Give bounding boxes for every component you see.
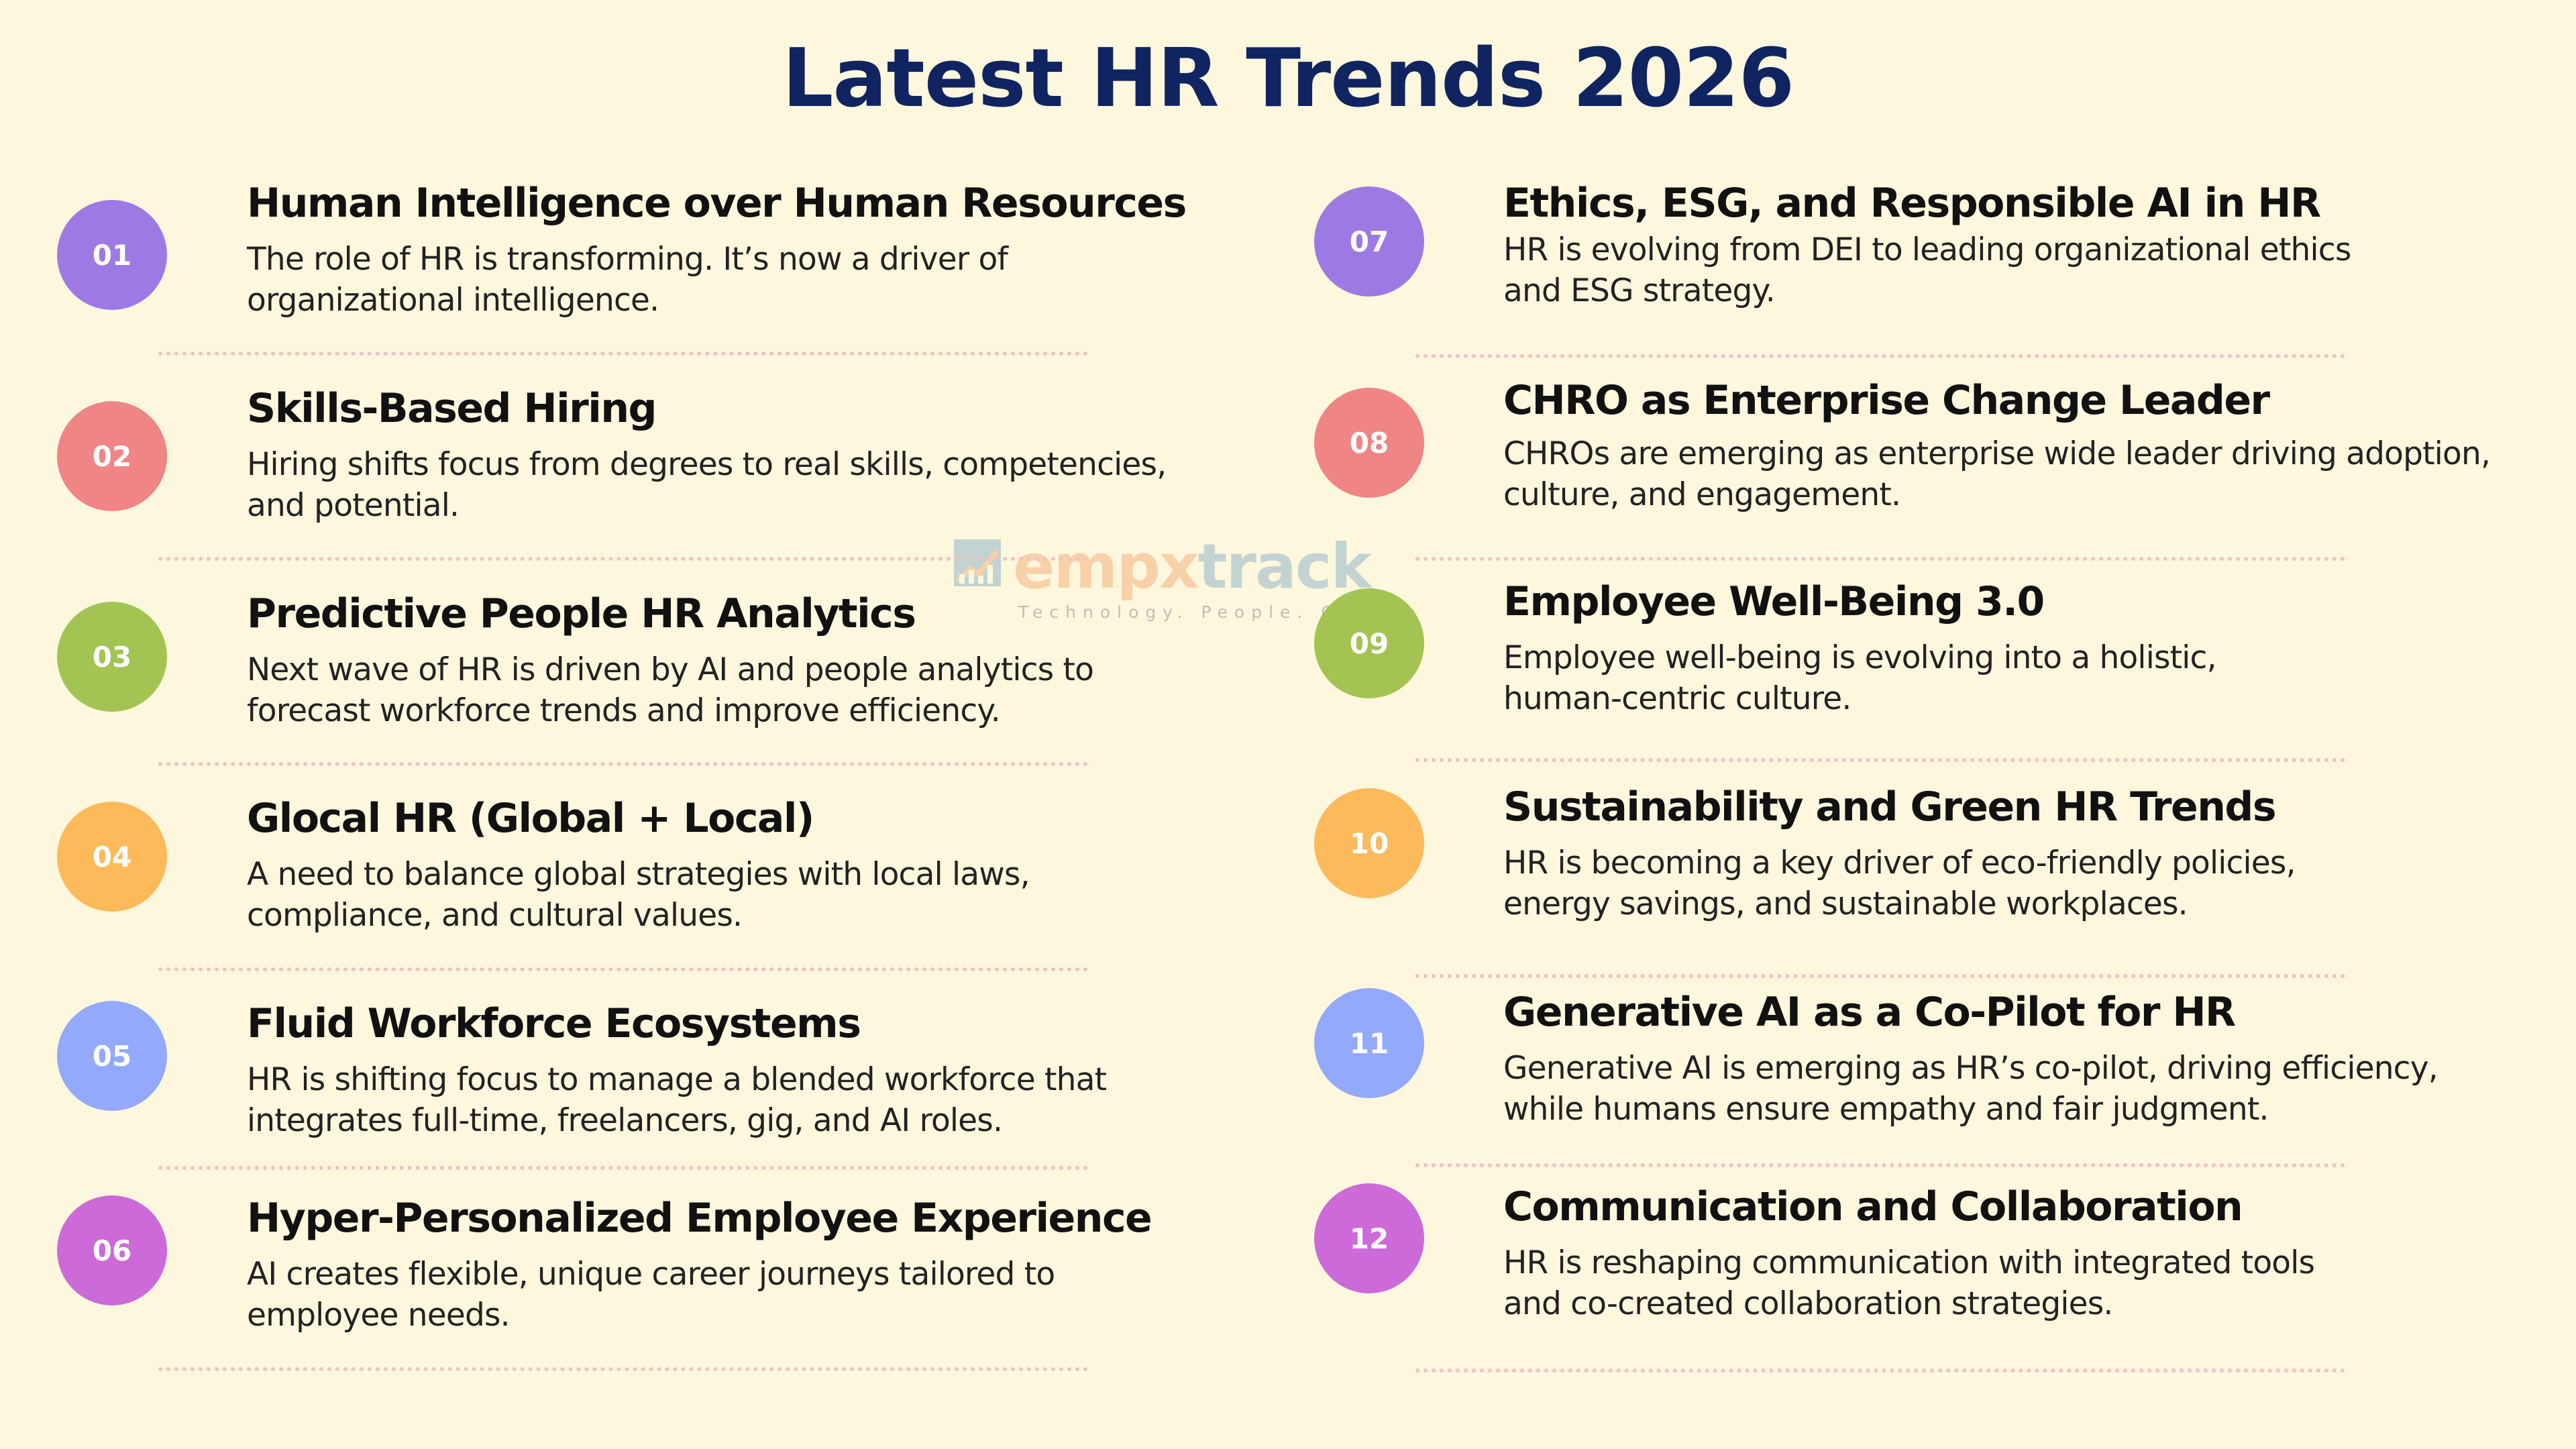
trend-heading: Hyper-Personalized Employee Experience bbox=[247, 1195, 1152, 1242]
divider bbox=[158, 557, 1088, 561]
divider bbox=[1415, 1163, 2345, 1167]
trend-description: Employee well-being is evolving into a h… bbox=[1503, 639, 2217, 717]
divider bbox=[1415, 758, 2345, 762]
divider bbox=[158, 762, 1088, 766]
trend-description: CHROs are emerging as enterprise wide le… bbox=[1503, 435, 2491, 513]
trend-description: HR is shifting focus to manage a blended… bbox=[247, 1061, 1107, 1139]
trend-description: HR is reshaping communication with integ… bbox=[1503, 1244, 2315, 1322]
trend-description: HR is becoming a key driver of eco-frien… bbox=[1503, 845, 2296, 922]
trend-number-badge: 10 bbox=[1314, 788, 1424, 898]
trend-heading: CHRO as Enterprise Change Leader bbox=[1503, 377, 2270, 424]
divider bbox=[158, 352, 1088, 356]
trend-number-badge: 02 bbox=[57, 401, 167, 511]
divider bbox=[1415, 354, 2345, 358]
trend-description: Generative AI is emerging as HR’s co-pil… bbox=[1503, 1050, 2438, 1128]
trend-number-badge: 04 bbox=[57, 802, 167, 912]
divider bbox=[1415, 1368, 2345, 1373]
empxtrack-watermark: empxtrack Technology. People. Growth bbox=[951, 530, 1415, 631]
trend-number-badge: 12 bbox=[1314, 1183, 1424, 1293]
trend-description: Hiring shifts focus from degrees to real… bbox=[247, 446, 1167, 524]
trend-heading: Employee Well-Being 3.0 bbox=[1503, 578, 2045, 625]
trend-heading: Ethics, ESG, and Responsible AI in HR bbox=[1503, 180, 2321, 227]
trend-number-badge: 03 bbox=[57, 602, 167, 712]
trend-number-badge: 05 bbox=[57, 1001, 167, 1111]
page-title: Latest HR Trends 2026 bbox=[782, 32, 1794, 125]
divider bbox=[158, 1166, 1088, 1170]
trend-number-badge: 08 bbox=[1314, 388, 1424, 498]
trend-number-badge: 06 bbox=[57, 1195, 167, 1305]
trend-heading: Generative AI as a Co-Pilot for HR bbox=[1503, 989, 2236, 1036]
trend-heading: Sustainability and Green HR Trends bbox=[1503, 784, 2277, 830]
trend-heading: Fluid Workforce Ecosystems bbox=[247, 1000, 861, 1047]
trend-heading: Predictive People HR Analytics bbox=[247, 590, 916, 637]
watermark-brand-name: empxtrack bbox=[1013, 530, 1372, 604]
watermark-brand-part-a: empx bbox=[1013, 531, 1199, 602]
trend-heading: Communication and Collaboration bbox=[1503, 1183, 2243, 1230]
divider bbox=[158, 967, 1088, 971]
trend-description: Next wave of HR is driven by AI and peop… bbox=[247, 651, 1094, 729]
trend-number-badge: 11 bbox=[1314, 988, 1424, 1098]
trend-number-badge: 07 bbox=[1314, 186, 1424, 297]
trend-description: The role of HR is transforming. It’s now… bbox=[247, 241, 1008, 319]
watermark-brand-part-b: track bbox=[1197, 531, 1371, 602]
divider bbox=[1415, 974, 2345, 978]
trend-description: AI creates flexible, unique career journ… bbox=[247, 1256, 1055, 1334]
trend-heading: Human Intelligence over Human Resources bbox=[247, 180, 1187, 227]
trend-number-badge: 09 bbox=[1314, 588, 1424, 698]
trend-description: A need to balance global strategies with… bbox=[247, 856, 1030, 934]
trend-heading: Glocal HR (Global + Local) bbox=[247, 795, 814, 842]
divider bbox=[158, 1367, 1088, 1371]
rising-chart-icon bbox=[954, 539, 1001, 586]
divider bbox=[1415, 557, 2345, 561]
trend-number-badge: 01 bbox=[57, 200, 167, 310]
trend-heading: Skills-Based Hiring bbox=[247, 385, 657, 432]
trend-description: HR is evolving from DEI to leading organ… bbox=[1503, 231, 2351, 309]
